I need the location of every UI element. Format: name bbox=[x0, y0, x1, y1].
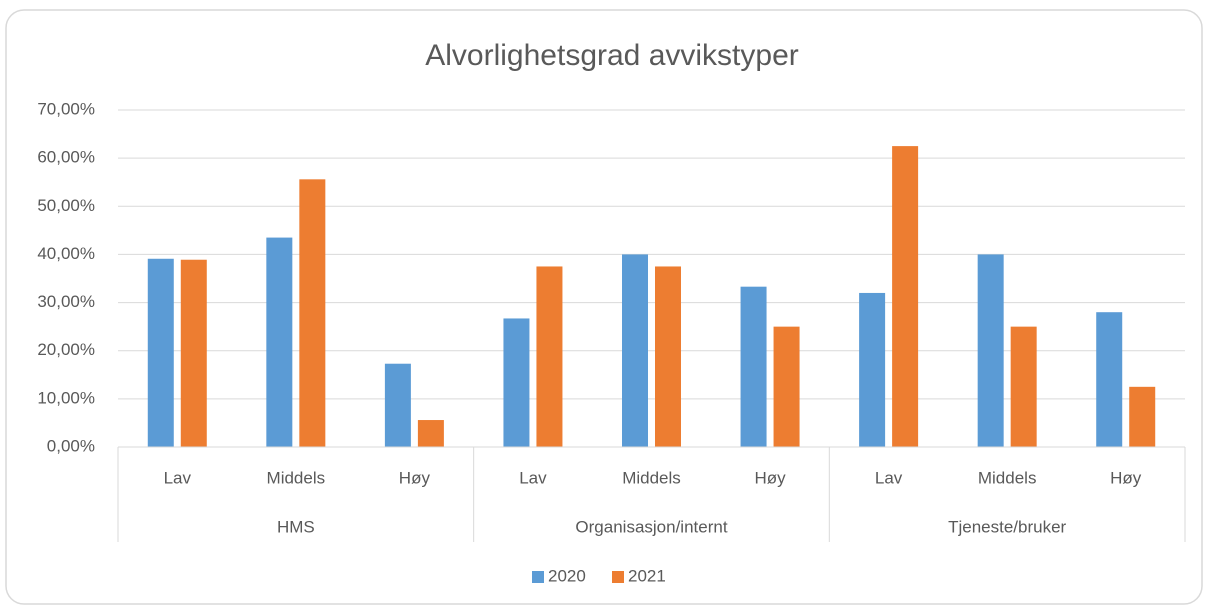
bar bbox=[740, 286, 767, 447]
x-tick-label: Høy bbox=[754, 468, 786, 487]
y-tick-label: 0,00% bbox=[47, 436, 95, 455]
chart-title: Alvorlighetsgrad avvikstyper bbox=[425, 39, 799, 72]
group-label: HMS bbox=[277, 517, 315, 536]
legend-swatch bbox=[612, 571, 624, 583]
group-label: Organisasjon/internt bbox=[575, 517, 727, 536]
y-tick-label: 50,00% bbox=[37, 196, 95, 215]
y-tick-label: 60,00% bbox=[37, 148, 95, 167]
x-tick-label: Middels bbox=[622, 468, 681, 487]
bar bbox=[622, 254, 648, 447]
y-tick-label: 10,00% bbox=[37, 388, 95, 407]
group-label: Tjeneste/bruker bbox=[948, 517, 1066, 536]
bar bbox=[536, 266, 563, 447]
x-tick-label: Høy bbox=[1110, 468, 1142, 487]
y-tick-label: 20,00% bbox=[37, 340, 95, 359]
legend-label: 2021 bbox=[628, 566, 666, 585]
x-tick-label: Middels bbox=[978, 468, 1037, 487]
bar bbox=[773, 326, 800, 447]
y-tick-label: 70,00% bbox=[37, 99, 95, 118]
bar bbox=[892, 146, 919, 447]
bar bbox=[1010, 326, 1037, 447]
bar bbox=[180, 259, 207, 447]
bar bbox=[266, 237, 293, 447]
y-tick-label: 30,00% bbox=[37, 292, 95, 311]
bar bbox=[503, 318, 530, 447]
x-tick-label: Lav bbox=[875, 468, 903, 487]
y-tick-label: 40,00% bbox=[37, 244, 95, 263]
x-tick-label: Lav bbox=[519, 468, 547, 487]
bar bbox=[655, 266, 681, 447]
bar bbox=[977, 254, 1004, 447]
bar bbox=[299, 179, 326, 447]
x-tick-label: Lav bbox=[164, 468, 192, 487]
x-tick-label: Middels bbox=[267, 468, 326, 487]
bar bbox=[1129, 386, 1156, 447]
bar bbox=[859, 292, 886, 447]
bar bbox=[147, 258, 174, 447]
bar bbox=[1096, 312, 1123, 447]
bar bbox=[417, 420, 444, 447]
bar bbox=[384, 363, 411, 447]
legend-swatch bbox=[532, 571, 544, 583]
legend-label: 2020 bbox=[548, 566, 586, 585]
x-tick-label: Høy bbox=[399, 468, 431, 487]
